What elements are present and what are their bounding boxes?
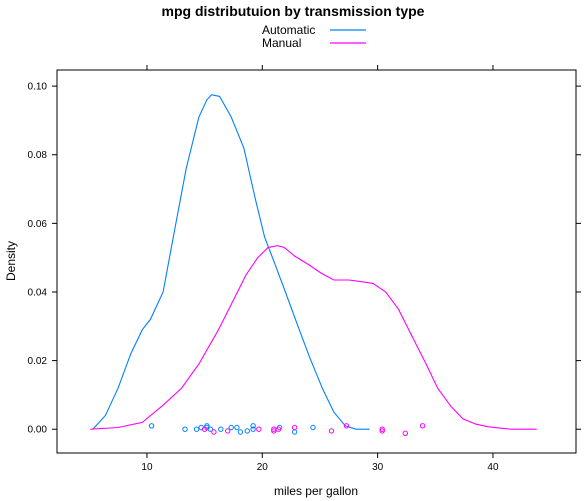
- rug-point-manual-8: [328, 428, 335, 434]
- rug-point-manual-12: [402, 430, 408, 436]
- rug-point-manual-11: [379, 428, 385, 434]
- rug-point-manual-7: [291, 424, 298, 431]
- rug-point-automatic-12: [250, 423, 256, 429]
- x-tick-label-1: 20: [257, 462, 269, 473]
- rug-point-automatic-9: [234, 424, 240, 431]
- rug-point-manual-6: [275, 426, 282, 432]
- y-tick-label-3: 0.06: [28, 219, 48, 230]
- rug-point-automatic-10: [237, 429, 244, 435]
- y-tick-label-5: 0.10: [28, 82, 48, 93]
- rug-point-manual-0: [201, 426, 208, 432]
- rug-point-automatic-11: [244, 428, 251, 434]
- y-tick-label-1: 0.02: [28, 356, 48, 367]
- rug-point-manual-9: [343, 423, 350, 429]
- y-tick-label-4: 0.08: [28, 150, 48, 161]
- x-tick-label-0: 10: [141, 462, 153, 473]
- rug-point-automatic-16: [310, 424, 316, 431]
- y-axis: 0.00 0.02 0.04 0.06 0.08 0.10: [28, 82, 581, 436]
- legend-label-1: Manual: [262, 36, 301, 50]
- rug-point-manual-13: [419, 423, 426, 429]
- rug-point-manual-1: [211, 429, 217, 435]
- rug-point-automatic-2: [193, 426, 200, 432]
- rug-point-automatic-8: [228, 424, 234, 431]
- x-axis: 10 20 30 40: [141, 65, 499, 473]
- series-line-manual: [90, 245, 537, 430]
- rug-point-automatic-13: [250, 426, 256, 432]
- legend-label-0: Automatic: [262, 23, 315, 37]
- y-axis-label: Density: [4, 241, 18, 281]
- rug-point-automatic-15: [291, 429, 298, 435]
- rug-point-manual-3: [256, 426, 262, 432]
- x-tick-label-2: 30: [372, 462, 384, 473]
- rug-points-layer: [148, 423, 426, 436]
- x-tick-label-3: 40: [487, 462, 499, 473]
- series-line-automatic: [92, 94, 370, 430]
- y-tick-label-2: 0.04: [28, 287, 48, 298]
- rug-point-automatic-7: [218, 426, 224, 432]
- rug-point-automatic-0: [148, 423, 155, 429]
- rug-point-manual-10: [379, 426, 385, 432]
- x-axis-label: miles per gallon: [274, 484, 358, 498]
- chart-title: mpg distributuion by transmission type: [162, 3, 425, 19]
- rug-point-manual-2: [225, 428, 231, 434]
- rug-point-manual-4: [271, 428, 277, 434]
- series-layer: [90, 94, 537, 430]
- y-tick-label-0: 0.00: [28, 425, 48, 436]
- rug-point-automatic-1: [182, 426, 188, 432]
- plot-area-frame: [56, 69, 577, 454]
